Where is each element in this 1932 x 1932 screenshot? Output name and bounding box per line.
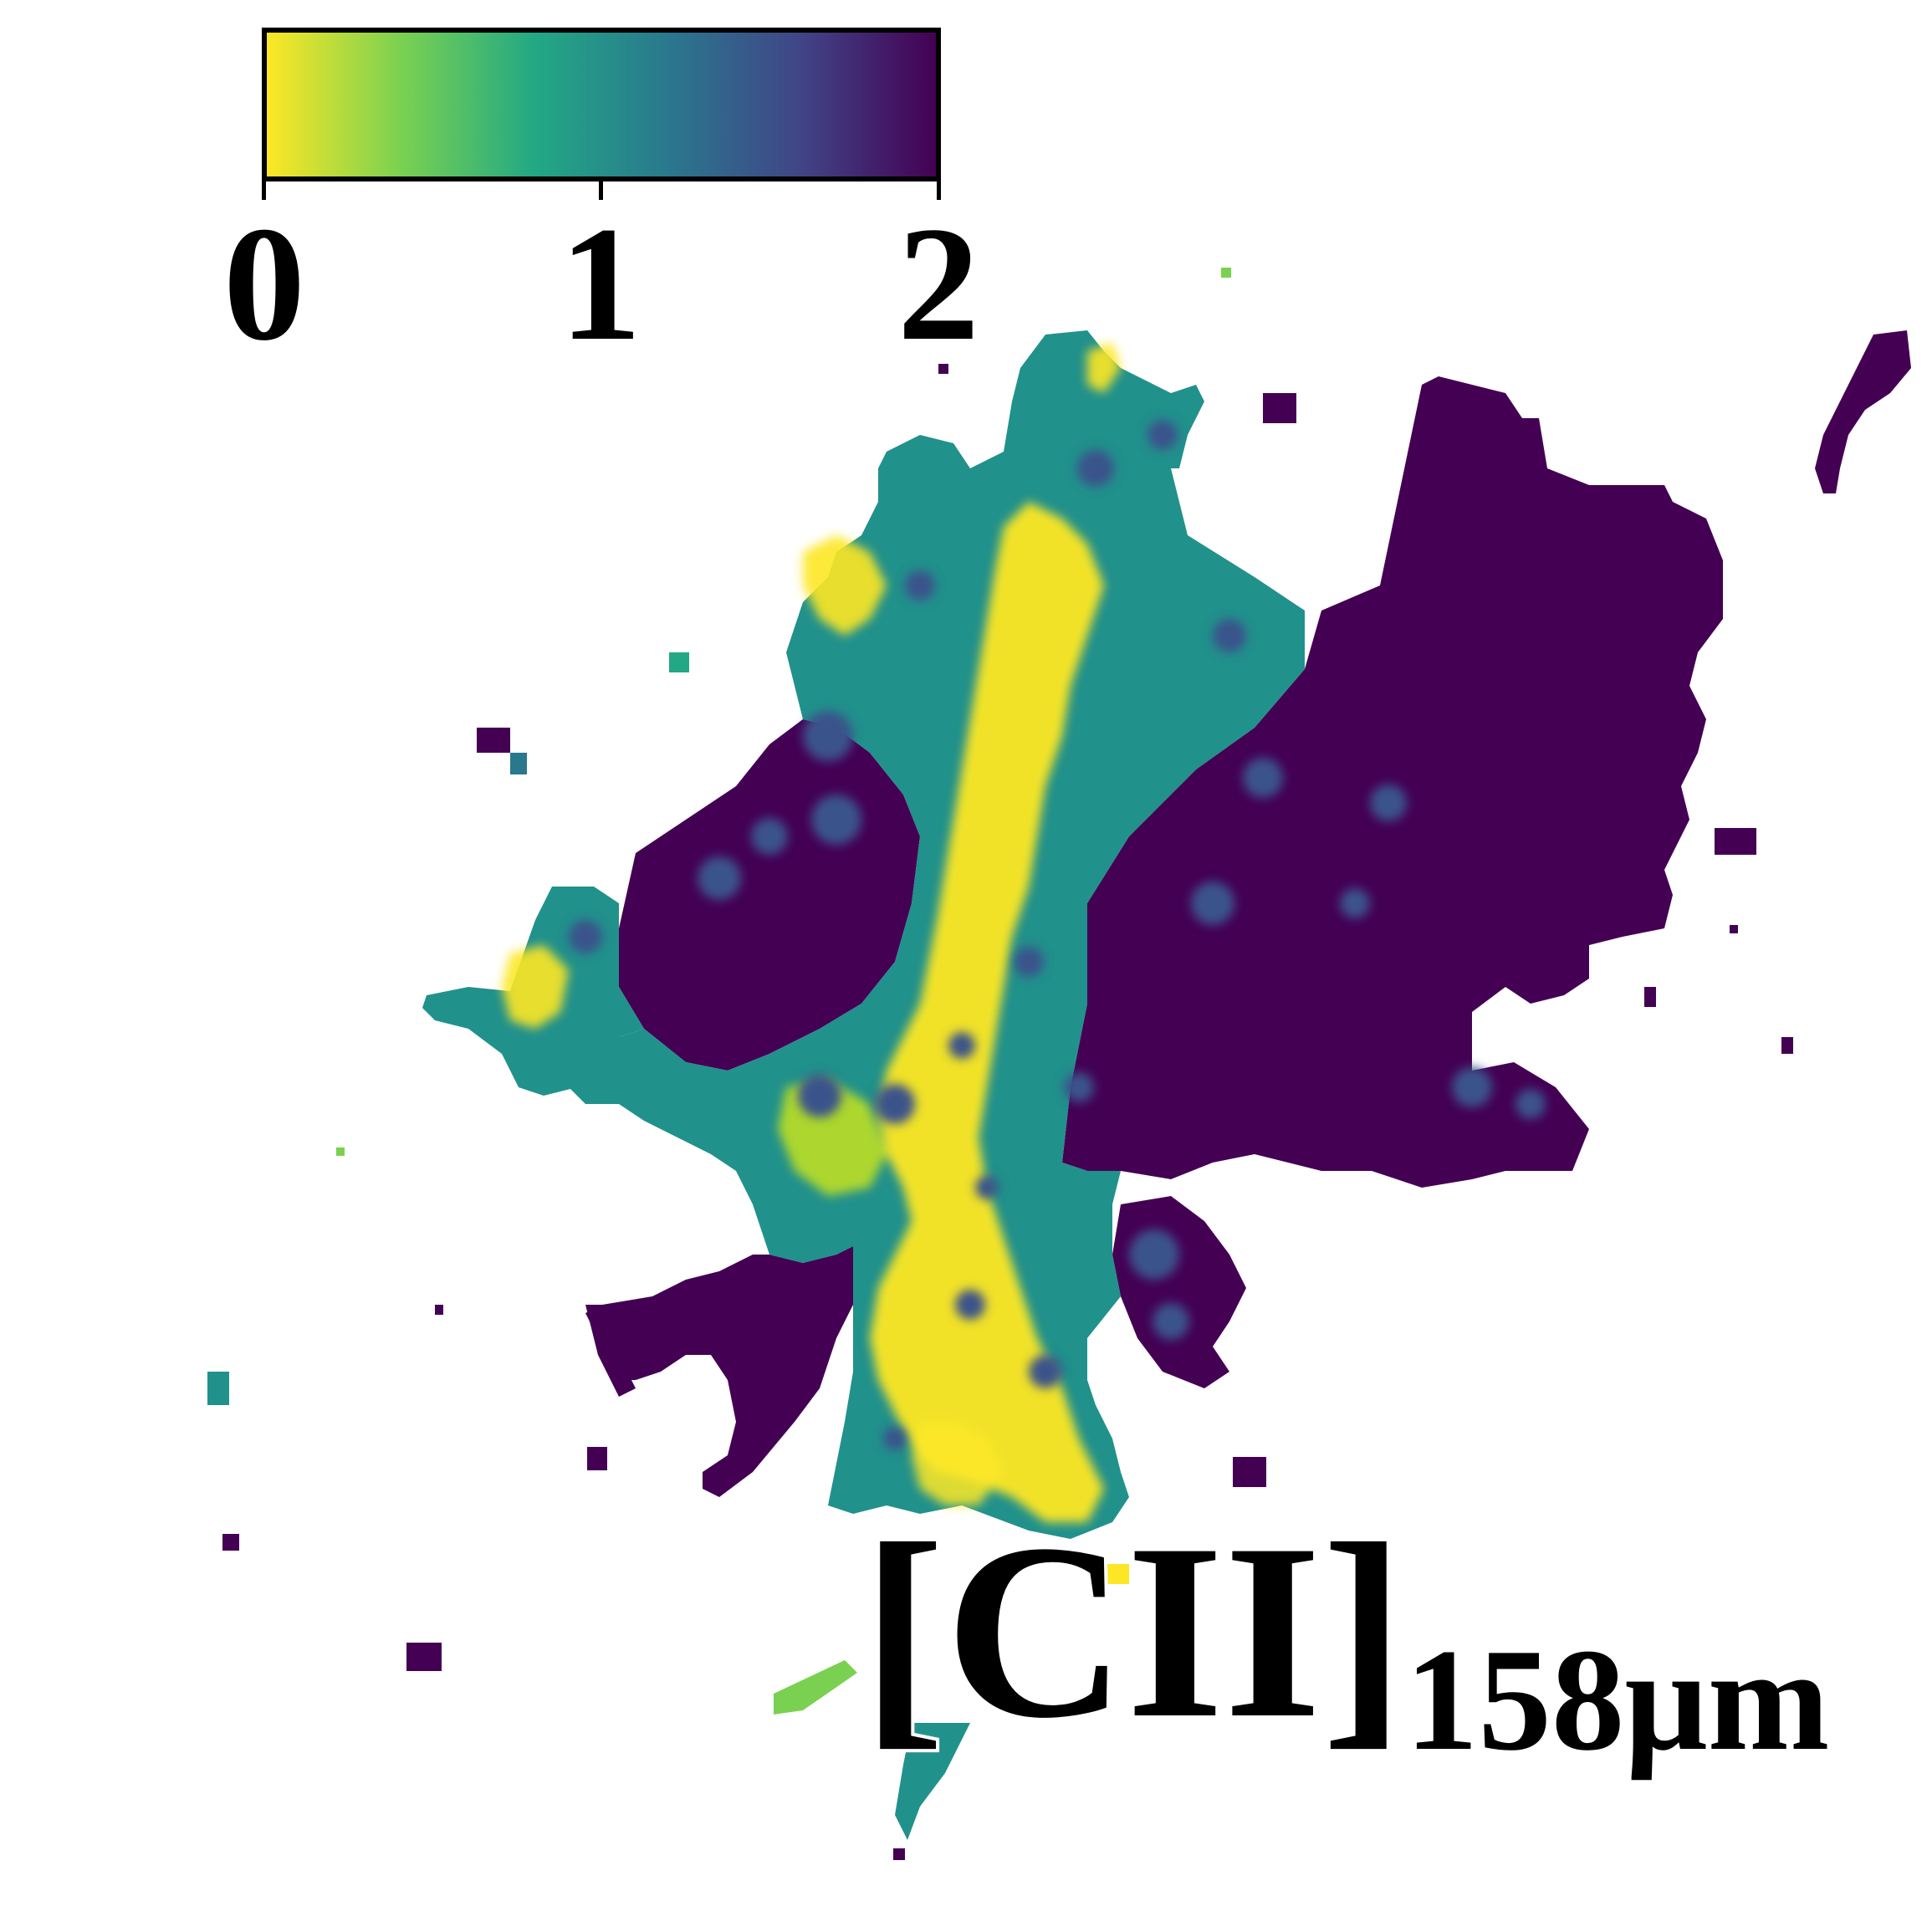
isolated-blobs bbox=[207, 268, 1793, 1860]
emission-line-label: [CII]158μm bbox=[858, 1502, 1832, 1776]
colorbar-tick-label-0: 0 bbox=[223, 193, 305, 375]
line-name: [CII] bbox=[858, 1492, 1408, 1770]
colorbar-tick-0 bbox=[262, 181, 266, 200]
colorbar-tick-2 bbox=[937, 181, 941, 200]
colorbar: 0 1 2 bbox=[0, 0, 1087, 385]
high-value-region bbox=[585, 330, 1911, 1497]
colorbar-tick-1 bbox=[599, 181, 603, 200]
dark-speckles bbox=[569, 420, 1546, 1450]
colorbar-tick-label-1: 1 bbox=[560, 193, 641, 375]
line-wavelength: 158μm bbox=[1403, 1618, 1832, 1781]
colorbar-gradient bbox=[262, 28, 941, 181]
colorbar-tick-label-2: 2 bbox=[897, 193, 979, 375]
